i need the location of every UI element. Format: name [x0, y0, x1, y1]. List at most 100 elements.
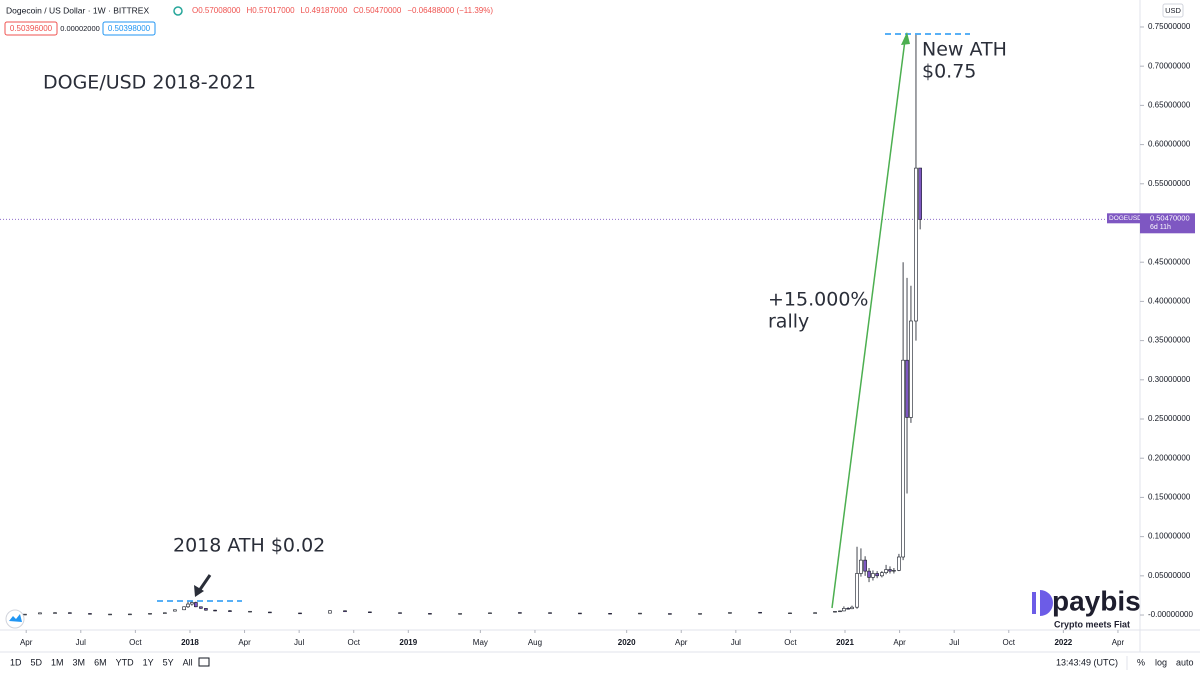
- candle-body: [897, 556, 901, 571]
- candle-body: [914, 167, 918, 322]
- candle-body: [850, 606, 854, 610]
- ohlc-values: O0.57008000 H0.57017000 L0.49187000 C0.5047…: [192, 6, 493, 15]
- candle-body: [228, 610, 232, 612]
- y-tick-label: 0.55000000: [1148, 179, 1191, 188]
- ohlc-value: −0.06488000 (−11.39%): [407, 6, 493, 15]
- annotation: rally: [768, 311, 809, 333]
- x-tick-label: Apr: [1112, 638, 1125, 647]
- option[interactable]: %: [1137, 657, 1145, 667]
- candle-body: [199, 606, 203, 609]
- status-dot: [173, 6, 183, 16]
- candle-body: [758, 611, 762, 614]
- option[interactable]: auto: [1176, 657, 1194, 667]
- price-tag: [1107, 213, 1140, 224]
- range-button[interactable]: 1D: [10, 657, 22, 667]
- x-tick-label: Apr: [238, 638, 251, 647]
- range-button[interactable]: 6M: [94, 657, 107, 667]
- candle-body: [901, 359, 905, 558]
- spread: 0.00002000: [60, 24, 100, 33]
- x-tick-label: Apr: [893, 638, 906, 647]
- range-button[interactable]: 5D: [31, 657, 43, 667]
- y-tick-label: 0.15000000: [1148, 493, 1191, 502]
- candle-body: [863, 559, 867, 572]
- y-tick-label: 0.45000000: [1148, 257, 1191, 266]
- candle-body: [173, 609, 177, 612]
- y-tick-label: 0.70000000: [1148, 61, 1191, 70]
- candle-body: [128, 613, 132, 616]
- ath-arrowhead: [194, 585, 204, 597]
- y-tick-label: 0.25000000: [1148, 414, 1191, 423]
- chart-title: DOGE/USD 2018-2021: [43, 72, 256, 94]
- candle-body: [368, 611, 372, 613]
- date-range-icon[interactable]: [198, 657, 210, 667]
- symbol-title: Dogecoin / US Dollar · 1W · BITTREX: [6, 5, 149, 15]
- y-tick-label: 0.60000000: [1148, 140, 1191, 149]
- x-tick-label: Aug: [528, 638, 542, 647]
- brand-tagline: Crypto meets Fiat: [1054, 619, 1130, 629]
- candle-body: [833, 611, 837, 613]
- candle-body: [698, 613, 702, 615]
- candle-body: [728, 612, 732, 614]
- x-tick-label: Jul: [949, 638, 959, 647]
- x-tick-label: 2021: [836, 638, 854, 647]
- candle-body: [638, 612, 642, 615]
- x-tick-label: Apr: [675, 638, 688, 647]
- range-buttons: 1D 5D 1M 3M 6M YTD 1Y 5Y All: [10, 657, 193, 667]
- x-tick-label: May: [473, 638, 488, 647]
- price-tag-countdown: 6d 11h: [1150, 224, 1171, 231]
- y-tick-label: 0.65000000: [1148, 100, 1191, 109]
- ath-arrow: [197, 574, 212, 592]
- candle-body: [838, 610, 842, 613]
- ohlc-value: H0.57017000: [247, 6, 296, 15]
- x-tick-label: 2019: [399, 638, 417, 647]
- bid: 0.50396000: [10, 24, 53, 33]
- range-button[interactable]: YTD: [116, 657, 135, 667]
- candle-body: [888, 569, 892, 572]
- option[interactable]: log: [1155, 657, 1167, 667]
- x-tick-label: Jul: [76, 638, 86, 647]
- ask: 0.50398000: [108, 24, 151, 33]
- y-tick-label: 0.75000000: [1148, 22, 1191, 31]
- range-button[interactable]: 1Y: [143, 657, 154, 667]
- y-tick-label: 0.20000000: [1148, 453, 1191, 462]
- annotation: +15.000%: [768, 289, 868, 311]
- candle-body: [875, 573, 879, 577]
- range-button[interactable]: 3M: [73, 657, 86, 667]
- ohlc-value: O0.57008000: [192, 6, 241, 15]
- y-tick-label: 0.30000000: [1148, 375, 1191, 384]
- candle-body: [68, 612, 72, 614]
- range-button[interactable]: 5Y: [163, 657, 174, 667]
- candle-body: [488, 612, 492, 614]
- x-tick-label: Jul: [731, 638, 741, 647]
- x-tick-label: Oct: [347, 638, 360, 647]
- clock: 13:43:49 (UTC): [1056, 657, 1118, 667]
- x-tick-label: Apr: [20, 638, 33, 647]
- candle-body: [88, 613, 92, 615]
- candle-body: [855, 573, 859, 608]
- currency-box[interactable]: [1162, 3, 1184, 18]
- range-button[interactable]: 1M: [51, 657, 64, 667]
- x-tick-label: 2022: [1054, 638, 1072, 647]
- candle-body: [190, 602, 194, 605]
- range-button[interactable]: All: [183, 657, 193, 667]
- y-tick-label: 0.05000000: [1148, 571, 1191, 580]
- currency[interactable]: USD: [1165, 6, 1181, 15]
- y-tick-label: -0.00000000: [1148, 610, 1193, 619]
- candle-body: [213, 609, 217, 612]
- candle-body: [268, 611, 272, 614]
- candle-body: [248, 610, 252, 613]
- candle-body: [846, 608, 850, 610]
- candle-body: [918, 167, 922, 220]
- y-tick-label: 0.35000000: [1148, 336, 1191, 345]
- x-tick-label: Oct: [784, 638, 797, 647]
- candle-body: [298, 612, 302, 615]
- candle-body: [108, 613, 112, 616]
- price-tag-value: 0.50470000: [1150, 213, 1190, 222]
- candle-body: [909, 320, 913, 418]
- candle-body: [548, 612, 552, 614]
- candle-body: [892, 570, 896, 572]
- candle-body: [182, 606, 186, 611]
- candle-body: [668, 613, 672, 615]
